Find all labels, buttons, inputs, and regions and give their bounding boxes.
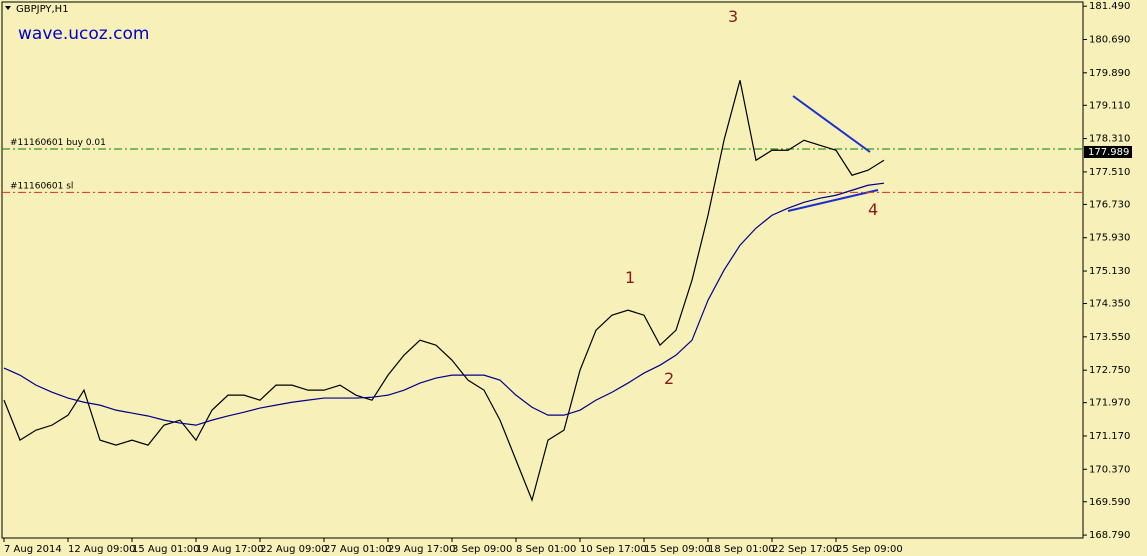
- wave-label: 1: [625, 268, 635, 287]
- x-tick-label: 8 Sep 01:00: [516, 544, 576, 555]
- y-tick-label: 175.930: [1089, 233, 1130, 244]
- y-tick-label: 175.130: [1089, 266, 1130, 277]
- y-tick-label: 178.310: [1089, 134, 1130, 145]
- x-tick-label: 19 Aug 17:00: [196, 544, 263, 555]
- y-tick-label: 174.350: [1089, 299, 1130, 310]
- x-tick-label: 22 Sep 17:00: [772, 544, 839, 555]
- moving-average: [3, 182, 885, 426]
- wave-label: 2: [664, 369, 674, 388]
- x-tick-label: 18 Sep 01:00: [708, 544, 775, 555]
- x-tick-label: 7 Aug 2014: [4, 544, 62, 555]
- y-tick-label: 177.510: [1089, 167, 1130, 178]
- y-tick-label: 170.370: [1089, 464, 1130, 475]
- watermark: wave.ucoz.com: [18, 24, 149, 44]
- y-tick-label: 171.970: [1089, 398, 1130, 409]
- current-price-box: [1084, 145, 1132, 158]
- x-tick-label: 22 Aug 09:00: [260, 544, 327, 555]
- y-tick-label: 172.750: [1089, 365, 1130, 376]
- y-tick-label: 171.170: [1089, 431, 1130, 442]
- x-tick-label: 27 Aug 01:00: [324, 544, 391, 555]
- y-tick-label: 176.730: [1089, 199, 1130, 210]
- y-tick-label: 180.690: [1089, 34, 1130, 45]
- plot-frame: [1, 1, 1084, 539]
- x-tick-label: 15 Sep 09:00: [644, 544, 711, 555]
- x-tick-label: 15 Aug 01:00: [132, 544, 199, 555]
- wave-label: 4: [868, 200, 878, 219]
- x-tick-label: 12 Aug 09:00: [68, 544, 135, 555]
- trend-line: [787, 189, 879, 212]
- x-tick-label: 3 Sep 09:00: [452, 544, 512, 555]
- y-tick-label: 179.110: [1089, 100, 1130, 111]
- y-tick-label: 173.550: [1089, 332, 1130, 343]
- order-label: #11160601 buy 0.01: [10, 138, 106, 148]
- x-tick-label: 29 Aug 17:00: [388, 544, 455, 555]
- price-line: [3, 80, 885, 503]
- wave-label: 3: [728, 7, 738, 26]
- current-price-label: 177.989: [1088, 147, 1129, 158]
- y-tick-label: 179.890: [1089, 68, 1130, 79]
- order-label: #11160601 sl: [10, 181, 73, 191]
- menu-arrow[interactable]: [5, 6, 11, 10]
- y-tick-label: 168.790: [1089, 530, 1130, 541]
- trend-line: [792, 95, 871, 153]
- y-tick-label: 169.590: [1089, 497, 1130, 508]
- x-tick-label: 10 Sep 17:00: [580, 544, 647, 555]
- x-tick-label: 25 Sep 09:00: [836, 544, 903, 555]
- y-tick-label: 181.490: [1089, 1, 1130, 12]
- symbol-title: GBPJPY,H1: [16, 4, 69, 15]
